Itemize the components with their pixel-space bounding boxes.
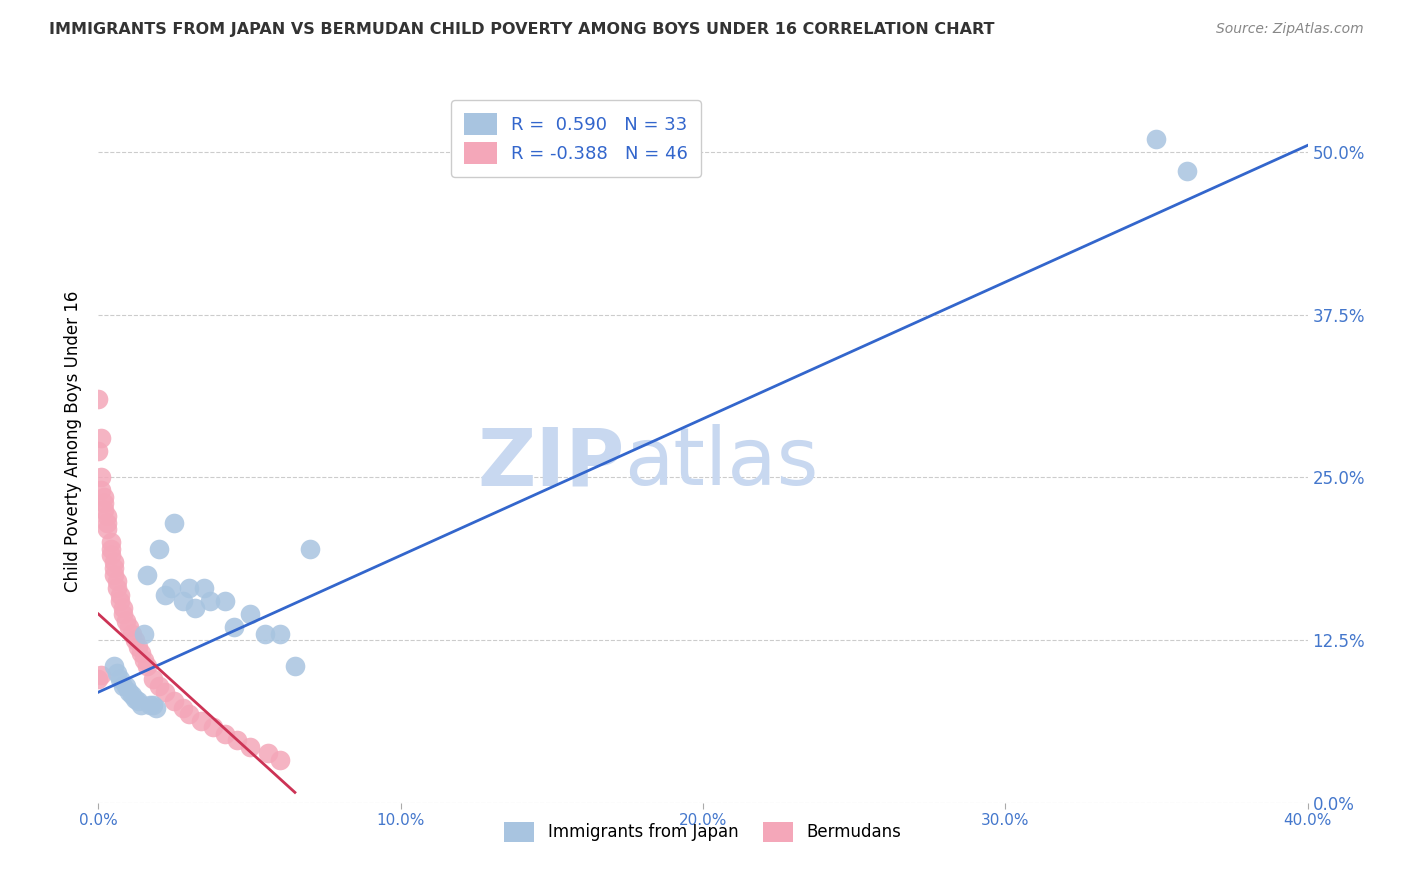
Point (90, 431, 112, 445)
Point (184, 600, 207, 615)
Text: ZIP: ZIP (477, 425, 624, 502)
Point (1144, 132, 1167, 146)
Point (253, 626, 276, 640)
Point (202, 720, 225, 734)
Point (153, 587, 176, 601)
Text: IMMIGRANTS FROM JAPAN VS BERMUDAN CHILD POVERTY AMONG BOYS UNDER 16 CORRELATION : IMMIGRANTS FROM JAPAN VS BERMUDAN CHILD … (49, 22, 994, 37)
Point (132, 652, 155, 666)
Point (124, 633, 146, 648)
Point (127, 640, 149, 654)
Point (96, 509, 118, 524)
Point (103, 555, 125, 569)
Point (179, 707, 201, 722)
Point (114, 614, 136, 628)
Point (1175, 164, 1198, 178)
Point (132, 626, 155, 640)
Legend: Immigrants from Japan, Bermudans: Immigrants from Japan, Bermudans (498, 815, 908, 848)
Point (103, 659, 125, 673)
Point (224, 620, 246, 634)
Point (108, 672, 131, 686)
Point (121, 688, 143, 702)
Point (148, 541, 170, 556)
Point (239, 739, 262, 754)
Point (90, 668, 112, 682)
Point (100, 535, 122, 549)
Point (256, 747, 278, 761)
Point (118, 620, 141, 634)
Point (163, 516, 186, 530)
Point (103, 561, 125, 575)
Point (179, 581, 201, 595)
Point (111, 600, 134, 615)
Point (129, 698, 152, 713)
Point (111, 679, 134, 693)
Point (239, 607, 262, 621)
Point (103, 568, 125, 582)
Point (139, 698, 162, 713)
Point (93, 496, 115, 510)
Point (105, 581, 128, 595)
Point (105, 574, 128, 589)
Point (100, 549, 122, 563)
Point (163, 694, 186, 708)
Point (160, 581, 183, 595)
Point (108, 594, 131, 608)
Point (200, 594, 222, 608)
Text: Source: ZipAtlas.com: Source: ZipAtlas.com (1216, 22, 1364, 37)
Point (172, 594, 194, 608)
Point (96, 523, 118, 537)
Point (93, 503, 115, 517)
Point (90, 483, 112, 498)
Point (214, 727, 236, 741)
Point (193, 581, 215, 595)
Point (87, 392, 110, 407)
Point (118, 685, 141, 699)
Point (135, 568, 157, 582)
Point (105, 665, 128, 680)
Point (87, 672, 110, 686)
Point (114, 679, 136, 693)
Point (299, 541, 322, 556)
Point (214, 594, 236, 608)
Point (145, 700, 167, 714)
Point (129, 646, 152, 660)
Point (269, 753, 291, 767)
Point (135, 659, 157, 673)
Point (226, 733, 249, 747)
Point (153, 685, 176, 699)
Point (108, 587, 131, 601)
Point (148, 679, 170, 693)
Y-axis label: Child Poverty Among Boys Under 16: Child Poverty Among Boys Under 16 (65, 291, 83, 592)
Point (190, 714, 212, 728)
Point (100, 541, 122, 556)
Point (124, 691, 146, 706)
Point (172, 700, 194, 714)
Point (87, 444, 110, 458)
Point (142, 698, 165, 713)
Point (269, 626, 291, 640)
Point (93, 490, 115, 504)
Point (142, 672, 165, 686)
Point (111, 607, 134, 621)
Point (284, 659, 307, 673)
Text: atlas: atlas (624, 425, 818, 502)
Point (96, 516, 118, 530)
Point (90, 470, 112, 484)
Point (121, 626, 143, 640)
Point (127, 694, 149, 708)
